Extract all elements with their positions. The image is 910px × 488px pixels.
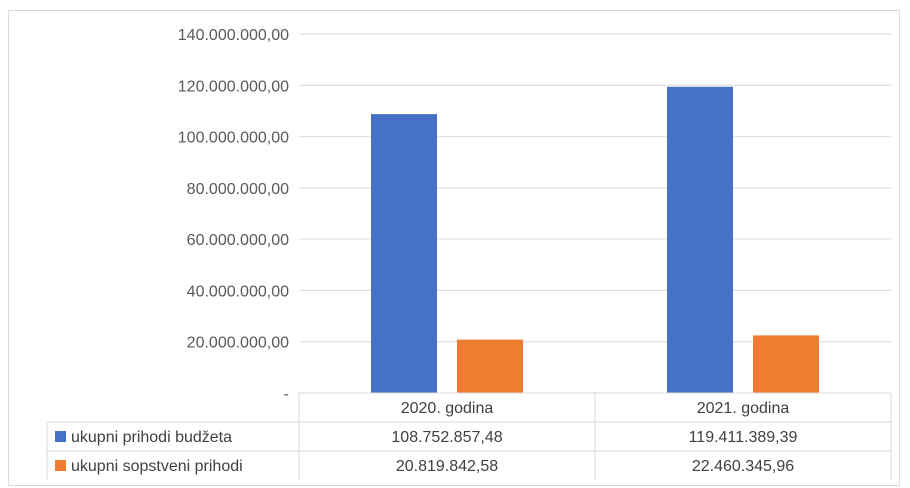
y-tick-label: 80.000.000,00	[187, 181, 289, 198]
y-tick-label: 140.000.000,00	[178, 27, 289, 44]
bar	[667, 86, 733, 394]
legend-swatch	[55, 460, 66, 471]
y-tick-label: 20.000.000,00	[187, 335, 289, 352]
category-label: 2020. godina	[401, 400, 494, 417]
y-tick-label: 120.000.000,00	[178, 78, 289, 95]
legend-label: ukupni prihodi budžeta	[71, 429, 232, 446]
legend-label: ukupni sopstveni prihodi	[71, 458, 243, 475]
y-tick-label: 60.000.000,00	[187, 232, 289, 249]
chart-frame: - 20.000.000,00 40.000.000,00 60.000.000,00…	[8, 10, 900, 486]
data-value-label: 108.752.857,48	[391, 429, 502, 446]
bar	[457, 339, 523, 393]
y-tick-label: 40.000.000,00	[187, 283, 289, 300]
y-tick-label: -	[284, 386, 289, 403]
bar-chart: - 20.000.000,00 40.000.000,00 60.000.000,00…	[46, 27, 892, 480]
bar	[371, 114, 437, 394]
data-value-label: 20.819.842,58	[396, 458, 498, 475]
category-label: 2021. godina	[697, 400, 790, 417]
data-value-label: 22.460.345,96	[692, 458, 794, 475]
data-value-label: 119.411.389,39	[689, 429, 798, 446]
legend-swatch	[55, 431, 66, 442]
y-tick-label: 100.000.000,00	[178, 130, 289, 147]
bar	[753, 335, 819, 393]
